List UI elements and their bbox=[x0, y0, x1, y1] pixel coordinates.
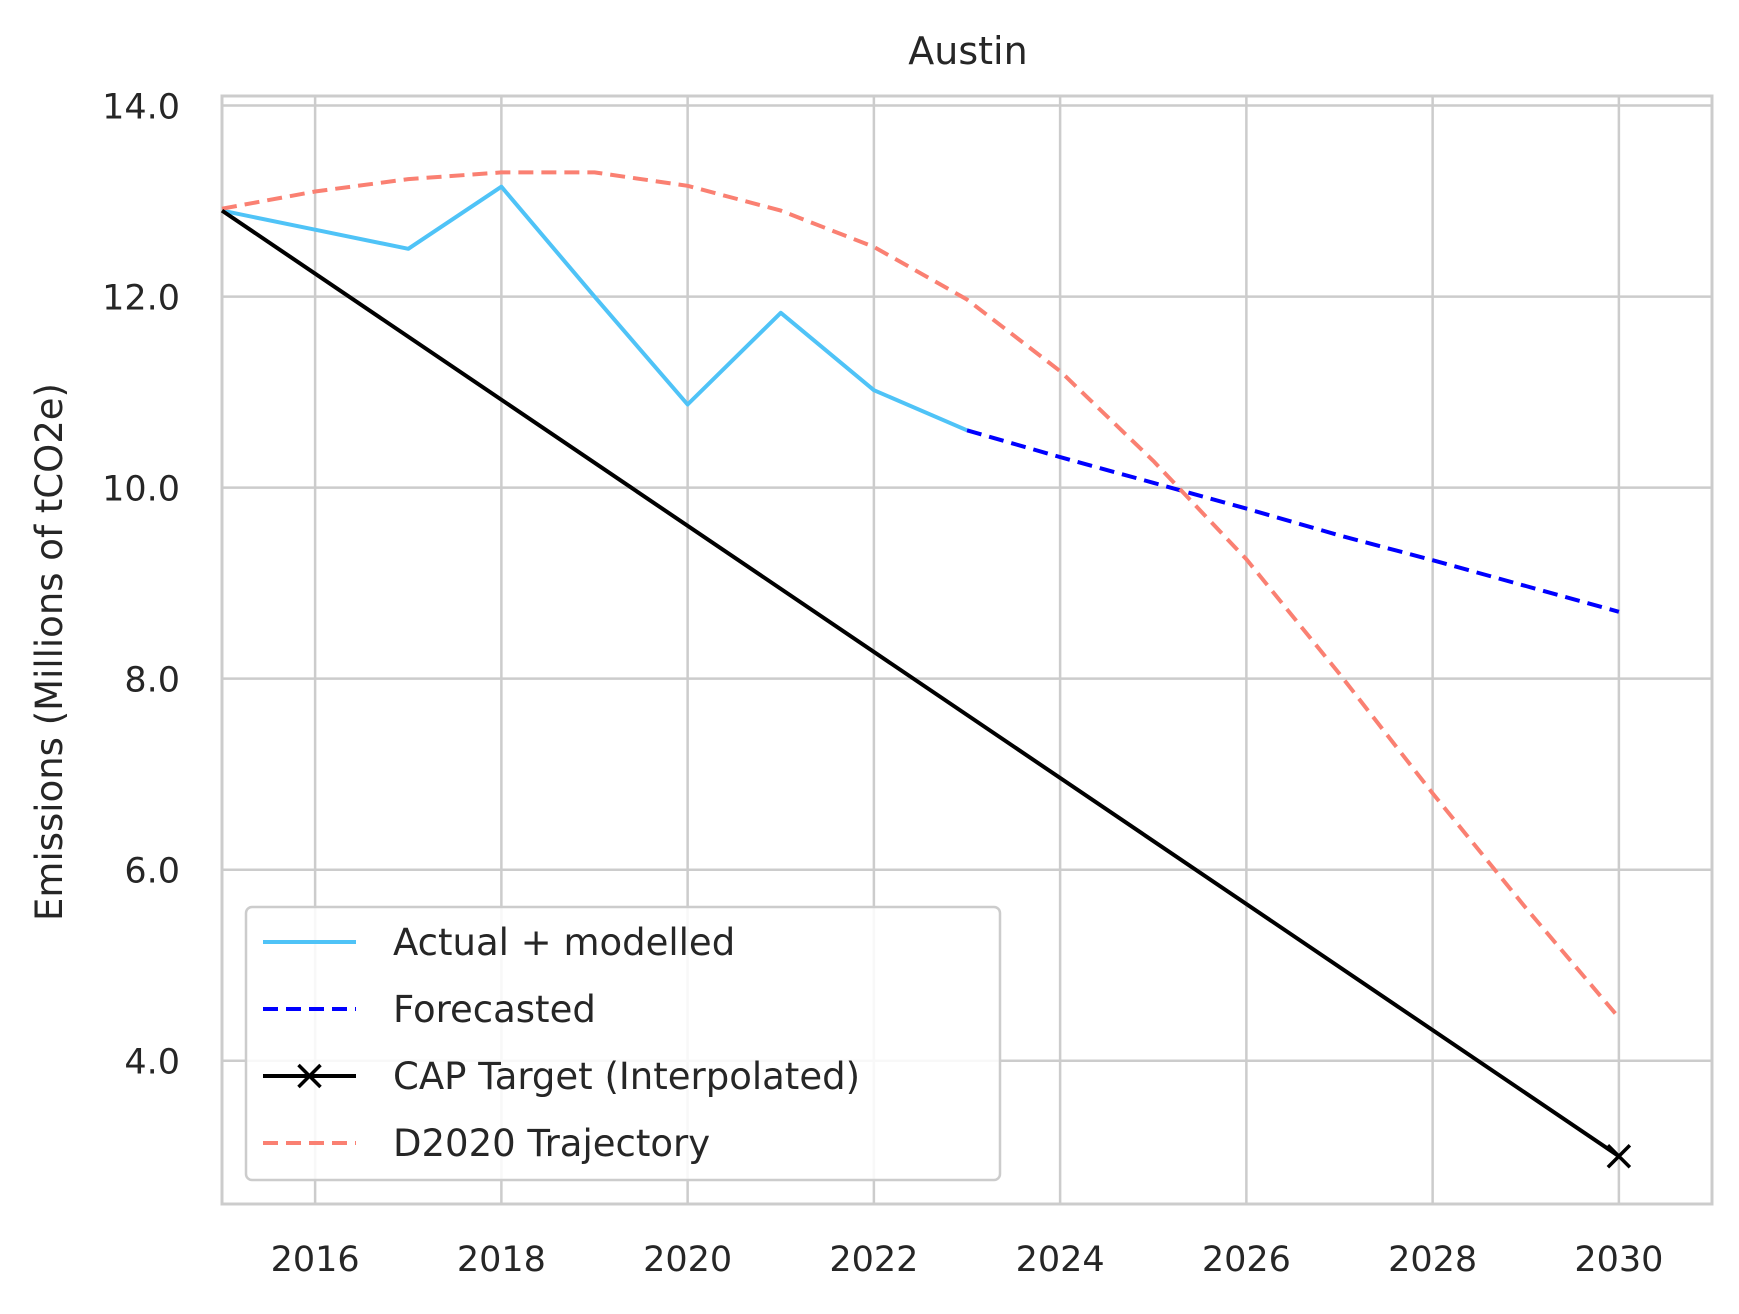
chart-title: Austin bbox=[908, 29, 1027, 73]
x-tick-label: 2022 bbox=[829, 1240, 918, 1280]
series-line bbox=[966, 428, 1620, 614]
axis-tick-labels: 2016 2018 2020 2022 2024 2026 2028 2030 4.0 6.0 8.… bbox=[102, 88, 1663, 1280]
plot-area-frame bbox=[220, 94, 1714, 1206]
x-tick-label: 2018 bbox=[457, 1240, 546, 1280]
y-axis-label: Emissions (Millions of tCO2e) bbox=[28, 383, 71, 921]
series-marker-x bbox=[1606, 1144, 1632, 1169]
y-tick-label: 14.0 bbox=[102, 88, 180, 128]
grid-lines bbox=[222, 96, 1712, 1204]
series-line bbox=[220, 208, 1621, 1158]
x-tick-label: 2016 bbox=[271, 1240, 360, 1280]
legend-box bbox=[244, 905, 1002, 1182]
y-tick-label: 8.0 bbox=[124, 661, 180, 701]
series-layer bbox=[220, 170, 1632, 1169]
x-tick-label: 2028 bbox=[1388, 1240, 1477, 1280]
series-line bbox=[221, 170, 1621, 1019]
x-tick-label: 2026 bbox=[1202, 1240, 1291, 1280]
y-tick-label: 6.0 bbox=[124, 852, 180, 892]
x-tick-label: 2024 bbox=[1016, 1240, 1105, 1280]
y-tick-label: 12.0 bbox=[102, 279, 180, 319]
series-line bbox=[221, 184, 968, 433]
legend-label: Actual + modelled bbox=[393, 921, 735, 964]
y-tick-label: 4.0 bbox=[124, 1043, 180, 1083]
x-tick-label: 2030 bbox=[1574, 1240, 1663, 1280]
legend-marker-x bbox=[297, 1063, 322, 1089]
y-tick-label: 10.0 bbox=[102, 470, 180, 510]
x-tick-label: 2020 bbox=[643, 1240, 732, 1280]
legend: Actual + modelled Forecasted CAP Target (I… bbox=[244, 905, 1002, 1182]
legend-label: CAP Target (Interpolated) bbox=[393, 1055, 860, 1098]
legend-label: Forecasted bbox=[393, 988, 596, 1031]
legend-label: D2020 Trajectory bbox=[393, 1122, 710, 1165]
